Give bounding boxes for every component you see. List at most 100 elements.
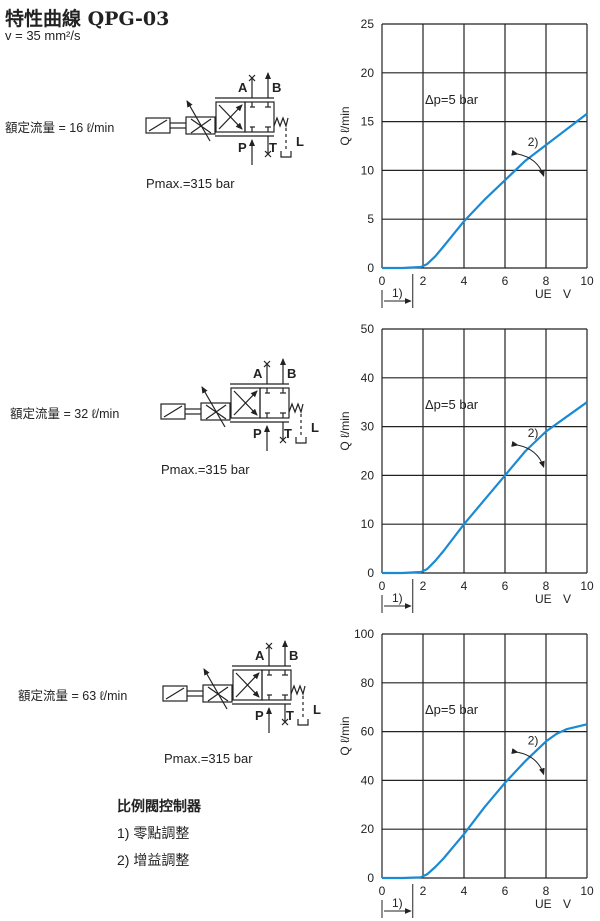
x-axis-label: UE V [535, 897, 571, 911]
flow-curve [382, 112, 588, 270]
y-tick-label: 40 [361, 371, 375, 385]
valve-square-right [244, 101, 275, 133]
y-tick-label: 30 [361, 420, 375, 434]
port-label-l: L [313, 702, 321, 717]
valve-square-right [261, 669, 292, 701]
chart-1: 0 2 4 6 8 10 0 5 10 15 20 25 Q ℓ/min UE V Δp=5 bar 1) 2) [338, 17, 594, 308]
y-tick-label: 50 [361, 322, 375, 336]
note-1: 1) 零點調整 [117, 825, 190, 841]
pilot-box [200, 402, 231, 421]
port-label-p: P [253, 426, 262, 441]
x-tick-label: 4 [461, 579, 468, 593]
port-label-p: P [238, 140, 247, 155]
y-axis-label: Q ℓ/min [338, 106, 352, 145]
page-title: 特性曲線 QPG-03 [5, 8, 170, 30]
chart-2: 0 2 4 6 8 10 0 10 20 30 40 50 Q ℓ/min UE V Δp=5 bar 1) 2… [338, 322, 594, 613]
y-tick-label: 10 [361, 163, 375, 177]
spring-icon [288, 402, 304, 415]
x-tick-label: 10 [580, 274, 594, 288]
solenoid-box [162, 685, 188, 702]
y-tick-label: 0 [367, 261, 374, 275]
pilot-box [185, 116, 216, 135]
y-tick-label: 15 [361, 115, 375, 129]
pilot-box [202, 684, 233, 703]
y-tick-label: 0 [367, 566, 374, 580]
valve-schematic-2: A B P T L [160, 358, 319, 451]
gain-adjust-label: 2) [528, 426, 539, 440]
port-label-b: B [287, 366, 296, 381]
x-tick-label: 8 [543, 579, 550, 593]
x-axis-label: UE V [535, 592, 571, 606]
port-label-l: L [311, 420, 319, 435]
y-tick-label: 20 [361, 822, 375, 836]
note-2: 2) 增益調整 [117, 852, 190, 868]
variable-arrow [186, 100, 211, 142]
gain-adjust-label: 2) [528, 135, 539, 149]
viscosity-label: v = 35 mm²/s [5, 28, 81, 43]
x-tick-label: 0 [379, 274, 386, 288]
pmax-label-1: Pmax.=315 bar [146, 176, 235, 191]
x-tick-label: 4 [461, 274, 468, 288]
x-tick-label: 2 [420, 274, 427, 288]
cross-arrow [235, 672, 260, 698]
tank-icon [280, 151, 292, 158]
cross-arrow [218, 104, 243, 130]
rated-flow-1: 額定流量 = 16 ℓ/min [5, 121, 115, 135]
tank-icon [295, 437, 307, 444]
gain-adjust-arrow [511, 149, 545, 177]
spring-icon [273, 116, 289, 129]
y-tick-label: 25 [361, 17, 375, 31]
port-label-l: L [296, 134, 304, 149]
port-label-a: A [253, 366, 263, 381]
blocked-x [248, 74, 256, 82]
port-label-a: A [255, 648, 265, 663]
blocked-x [279, 436, 287, 444]
pmax-label-2: Pmax.=315 bar [161, 462, 250, 477]
rated-flow-2: 額定流量 = 32 ℓ/min [10, 407, 120, 421]
pressure-annotation: Δp=5 bar [425, 702, 479, 717]
y-tick-label: 0 [367, 871, 374, 885]
y-tick-label: 100 [354, 627, 374, 641]
pressure-annotation: Δp=5 bar [425, 92, 479, 107]
gain-adjust-arrow [511, 748, 545, 776]
x-tick-label: 6 [502, 274, 509, 288]
x-tick-label: 2 [420, 884, 427, 898]
pmax-label-3: Pmax.=315 bar [164, 751, 253, 766]
port-label-t: T [286, 708, 294, 723]
solenoid-diagonal [165, 687, 185, 700]
x-tick-label: 0 [379, 884, 386, 898]
x-tick-label: 10 [580, 884, 594, 898]
x-tick-label: 8 [543, 274, 550, 288]
port-label-a: A [238, 80, 248, 95]
solenoid-box [145, 117, 171, 134]
valve-schematic-3: A B P T L [162, 640, 321, 733]
blocked-x [265, 642, 273, 650]
solenoid-diagonal [148, 119, 168, 132]
valve-square-right [259, 387, 290, 419]
x-tick-label: 0 [379, 579, 386, 593]
port-label-b: B [289, 648, 298, 663]
x-tick-label: 2 [420, 579, 427, 593]
zero-adjust-label: 1) [392, 591, 403, 605]
x-axis-label: UE V [535, 287, 571, 301]
x-tick-label: 8 [543, 884, 550, 898]
x-tick-label: 6 [502, 884, 509, 898]
zero-adjust-label: 1) [392, 896, 403, 910]
spring-icon [290, 684, 306, 697]
rated-flow-3: 額定流量 = 63 ℓ/min [18, 689, 128, 703]
x-tick-label: 10 [580, 579, 594, 593]
zero-adjust-label: 1) [392, 286, 403, 300]
pressure-annotation: Δp=5 bar [425, 397, 479, 412]
y-tick-label: 5 [367, 212, 374, 226]
flow-curve [382, 723, 588, 880]
blocked-x [264, 150, 272, 158]
variable-arrow [203, 668, 228, 710]
port-label-b: B [272, 80, 281, 95]
port-label-t: T [284, 426, 292, 441]
flow-curve [382, 401, 588, 575]
gain-adjust-arrow [511, 440, 545, 469]
y-axis-label: Q ℓ/min [338, 716, 352, 755]
blocked-x [263, 360, 271, 368]
